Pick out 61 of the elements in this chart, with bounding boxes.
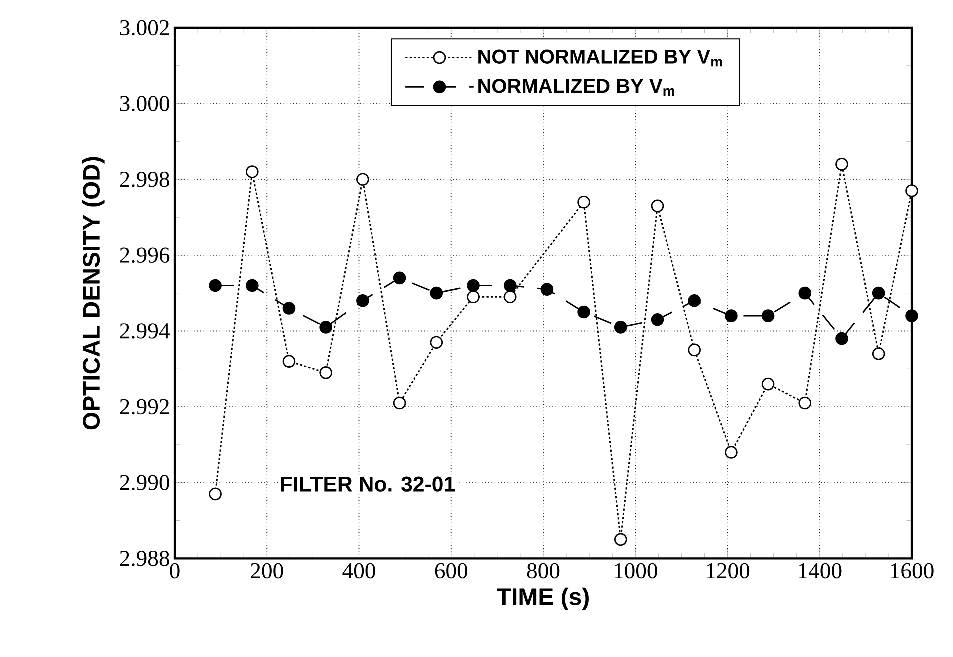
point bbox=[282, 355, 296, 368]
x-axis-title: TIME (s) bbox=[497, 588, 589, 610]
point bbox=[725, 310, 738, 322]
point bbox=[688, 294, 701, 308]
x-tick-label: 1200 bbox=[707, 563, 750, 579]
point bbox=[467, 290, 480, 304]
point bbox=[320, 321, 332, 334]
y-tick-label: 2.988 bbox=[120, 550, 170, 566]
point bbox=[282, 302, 296, 315]
legend-label: NORMALIZED BY V$_{m}$ bbox=[478, 79, 674, 96]
x-tick-label: 1600 bbox=[891, 563, 934, 579]
y-tick-label: 2.998 bbox=[120, 172, 170, 188]
y-tick-label: 2.994 bbox=[120, 324, 170, 339]
point bbox=[651, 200, 664, 213]
point bbox=[540, 283, 554, 296]
point bbox=[356, 294, 370, 308]
y-axis-title: OPTICAL DENSITY (OD) bbox=[82, 157, 105, 430]
y-tick-label: 3.002 bbox=[120, 20, 170, 36]
point bbox=[467, 279, 480, 292]
annotation: FILTER No. 32-01 bbox=[281, 476, 456, 492]
point bbox=[798, 286, 812, 300]
point bbox=[504, 290, 517, 304]
point bbox=[872, 348, 886, 360]
point bbox=[762, 310, 775, 322]
point bbox=[393, 272, 406, 285]
point bbox=[614, 321, 628, 334]
x-tick-label: 600 bbox=[435, 563, 468, 579]
point bbox=[246, 166, 259, 178]
point bbox=[651, 313, 664, 326]
point bbox=[430, 336, 444, 350]
x-tick-label: 1400 bbox=[799, 563, 842, 579]
x-tick-label: 1000 bbox=[614, 563, 658, 579]
point bbox=[836, 158, 848, 171]
x-tick-label: 400 bbox=[342, 563, 376, 579]
y-tick-label: 3.000 bbox=[120, 96, 170, 112]
point bbox=[209, 488, 222, 501]
x-tick-label: 200 bbox=[251, 563, 284, 579]
point bbox=[356, 173, 370, 186]
point bbox=[504, 279, 517, 292]
point bbox=[578, 306, 590, 319]
point bbox=[836, 332, 848, 346]
point bbox=[872, 286, 886, 300]
x-tick-label: 800 bbox=[527, 563, 560, 579]
x-tick-label: 0 bbox=[170, 563, 180, 579]
point bbox=[906, 184, 918, 198]
point bbox=[246, 279, 259, 292]
point bbox=[725, 446, 738, 459]
point bbox=[578, 196, 590, 209]
point bbox=[430, 286, 444, 300]
point bbox=[762, 378, 775, 391]
point bbox=[393, 396, 406, 410]
y-tick-label: 2.992 bbox=[120, 399, 170, 415]
point bbox=[209, 279, 222, 292]
y-tick-label: 2.990 bbox=[120, 475, 170, 491]
point bbox=[320, 366, 332, 380]
point bbox=[798, 396, 812, 410]
point bbox=[688, 344, 701, 357]
legend-label: NOT NORMALIZED BY V$_{m}$ bbox=[478, 50, 722, 67]
point bbox=[906, 310, 918, 322]
point bbox=[614, 533, 628, 546]
y-tick-label: 2.996 bbox=[120, 248, 170, 264]
